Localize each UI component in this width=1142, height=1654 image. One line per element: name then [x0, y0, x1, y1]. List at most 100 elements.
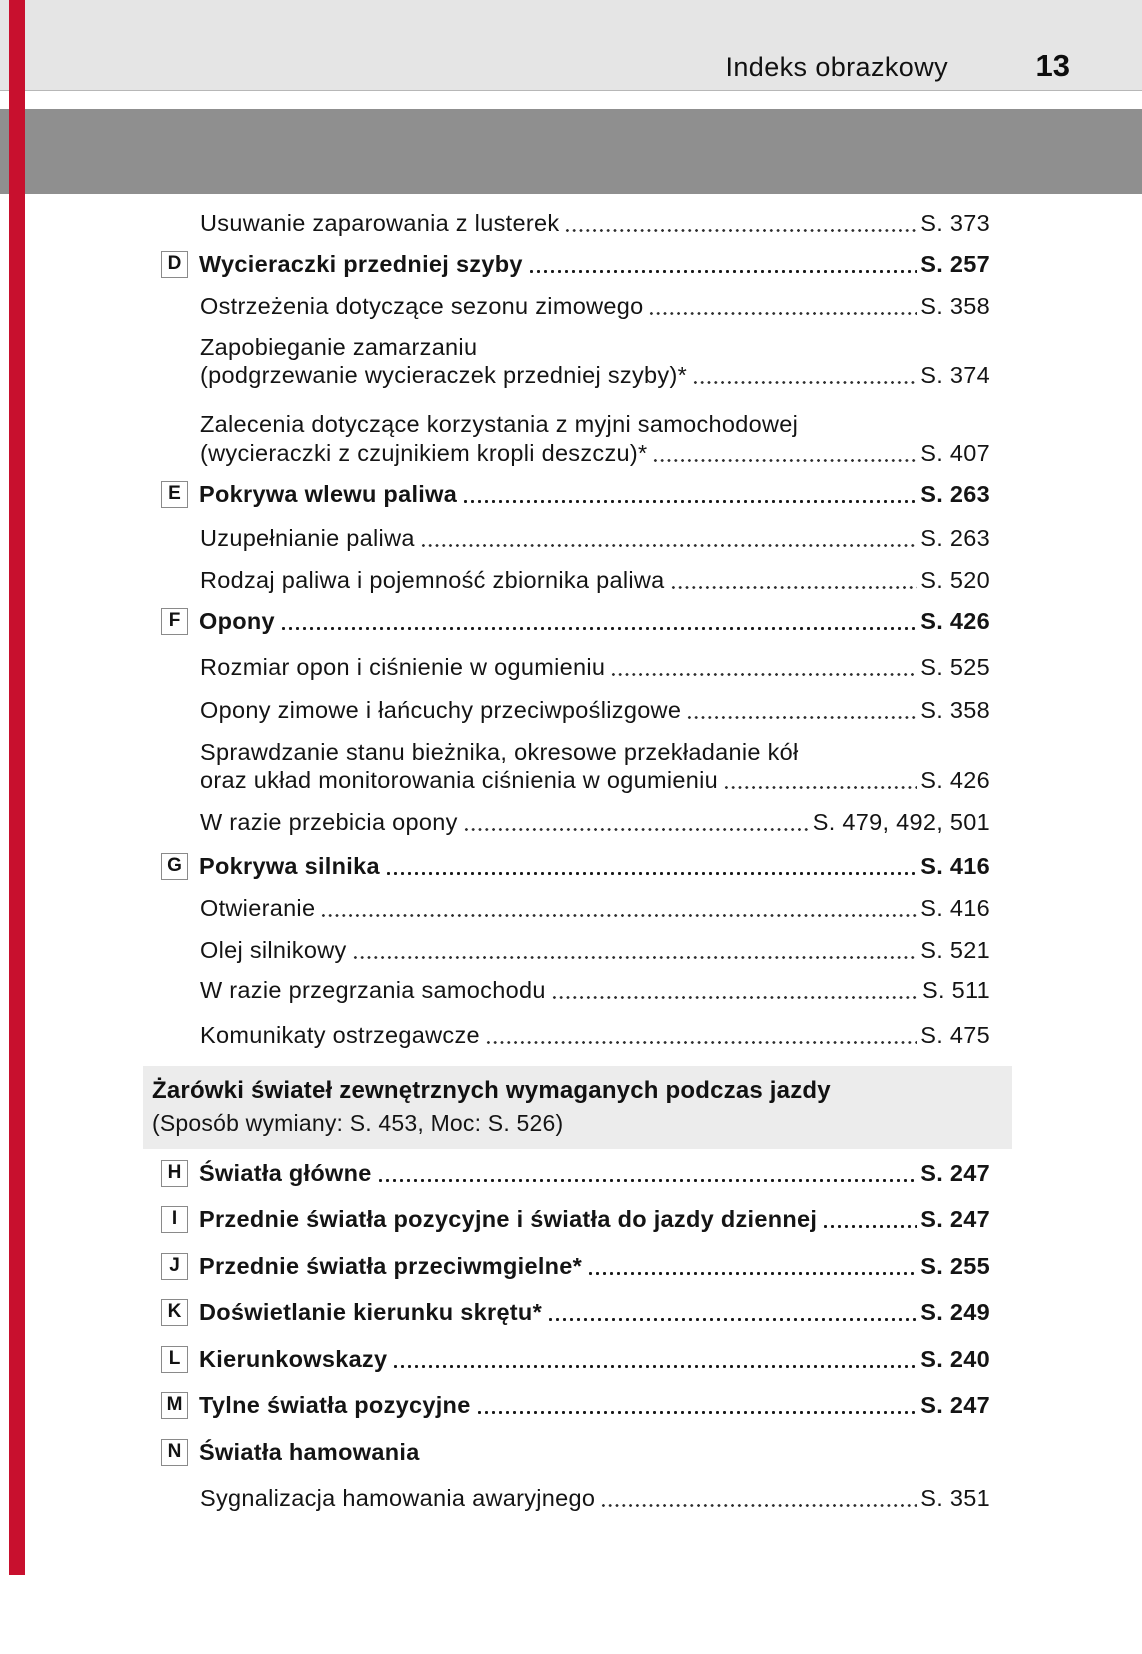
dot-leader	[547, 1318, 918, 1321]
entry-text: Pokrywa wlewu paliwa	[199, 481, 458, 507]
dot-leader	[392, 1365, 918, 1368]
entry-text: Wycieraczki przedniej szyby	[199, 251, 523, 277]
toc-entry-line: Usuwanie zaparowania z lusterek S. 373	[150, 208, 990, 238]
entry-text: Opony	[199, 608, 275, 634]
entry-page-ref: S. 247	[920, 1160, 990, 1186]
entry-text: Otwieranie	[200, 895, 316, 921]
section-letter-badge: D	[161, 250, 188, 278]
toc-entry-line: (podgrzewanie wycieraczek przedniej szyb…	[150, 360, 990, 390]
section-title: Indeks obrazkowy	[725, 52, 948, 82]
section-letter-badge: K	[161, 1298, 188, 1326]
entry-text: Opony zimowe i łańcuchy przeciwpoślizgow…	[200, 697, 682, 723]
entry-text: Przednie światła pozycyjne i światła do …	[199, 1206, 818, 1232]
entry-text: Rozmiar opon i ciśnienie w ogumieniu	[200, 654, 606, 680]
dot-leader	[564, 229, 918, 232]
dot-leader	[692, 381, 918, 384]
dot-leader	[384, 872, 918, 875]
dot-leader	[652, 459, 918, 462]
entry-text: W razie przebicia opony	[200, 809, 458, 835]
entry-text: Sygnalizacja hamowania awaryjnego	[200, 1485, 596, 1511]
dot-leader	[376, 1179, 918, 1182]
entry-page-ref: S. 351	[920, 1485, 990, 1511]
toc-entry-line: Uzupełnianie paliwa S. 263	[150, 523, 990, 553]
entry-page-ref: S. 479, 492, 501	[812, 809, 990, 835]
dot-leader	[610, 673, 918, 676]
toc-entry-line: Otwieranie S. 416	[150, 893, 990, 923]
dot-leader	[462, 828, 810, 831]
section-letter-badge: F	[161, 607, 188, 635]
dot-leader	[550, 996, 919, 999]
entry-text: Doświetlanie kierunku skrętu*	[199, 1299, 543, 1325]
toc-entry-line: (wycieraczki z czujnikiem kropli deszczu…	[150, 438, 990, 468]
entry-text: Usuwanie zaparowania z lusterek	[200, 210, 560, 236]
entry-page-ref: S. 475	[920, 1022, 990, 1048]
toc-entry-line: M Tylne światła pozycyjne S. 247	[150, 1390, 990, 1420]
entry-page-ref: S. 247	[920, 1206, 990, 1232]
entry-text: oraz układ monitorowania ciśnienia w ogu…	[200, 767, 719, 793]
entry-text: W razie przegrzania samochodu	[200, 977, 546, 1003]
toc-entry-line: Rozmiar opon i ciśnienie w ogumieniu S. 5…	[150, 652, 990, 682]
toc-entry-line: G Pokrywa silnika S. 416	[150, 851, 990, 881]
toc-entry-line: W razie przegrzania samochodu S. 511	[150, 975, 990, 1005]
section-edge-marker	[9, 0, 25, 1575]
entry-page-ref: S. 263	[920, 525, 990, 551]
entry-text: Uzupełnianie paliwa	[200, 525, 415, 551]
dot-leader	[587, 1272, 918, 1275]
dot-leader	[648, 312, 918, 315]
entry-page-ref: S. 416	[920, 853, 990, 879]
dot-leader	[600, 1504, 918, 1507]
toc-entry-line: Opony zimowe i łańcuchy przeciwpoślizgow…	[150, 695, 990, 725]
entry-page-ref: S. 257	[920, 251, 990, 277]
entry-page-ref: S. 407	[920, 440, 990, 466]
section-letter-badge: H	[161, 1159, 188, 1187]
page-header-band: Indeks obrazkowy 13	[0, 0, 1142, 91]
entry-text: Rodzaj paliwa i pojemność zbiornika pali…	[200, 567, 665, 593]
entry-text: Komunikaty ostrzegawcze	[200, 1022, 480, 1048]
section-letter-badge: L	[161, 1345, 188, 1373]
section-letter-badge: J	[161, 1252, 188, 1280]
entry-page-ref: S. 416	[920, 895, 990, 921]
entry-text: Sprawdzanie stanu bieżnika, okresowe prz…	[200, 739, 799, 765]
chapter-divider-band	[0, 109, 1142, 194]
dot-leader	[527, 270, 918, 273]
entry-text: Zalecenia dotyczące korzystania z myjni …	[200, 411, 799, 437]
dot-leader	[822, 1225, 918, 1228]
section-letter-badge: G	[161, 852, 188, 880]
dot-leader	[723, 786, 918, 789]
entry-page-ref: S. 511	[922, 977, 990, 1003]
toc-entry-line: N Światła hamowania	[150, 1437, 990, 1467]
entry-page-ref: S. 263	[920, 481, 990, 507]
page-number: 13	[1035, 48, 1070, 83]
bulb-note-subtitle: (Sposób wymiany: S. 453, Moc: S. 526)	[152, 1110, 564, 1136]
entry-text: Pokrywa silnika	[199, 853, 380, 879]
dot-leader	[320, 914, 918, 917]
entry-page-ref: S. 374	[920, 362, 990, 388]
entry-page-ref: S. 521	[920, 937, 990, 963]
bulb-note-title: Żarówki świateł zewnętrznych wymaganych …	[152, 1077, 831, 1104]
section-letter-badge: E	[161, 480, 188, 508]
section-letter-badge: N	[161, 1438, 188, 1466]
entry-text: (podgrzewanie wycieraczek przedniej szyb…	[200, 362, 688, 388]
toc-entry-line: I Przednie światła pozycyjne i światła do…	[150, 1204, 990, 1234]
bulb-note-box: Żarówki świateł zewnętrznych wymaganych …	[143, 1066, 1012, 1149]
entry-page-ref: S. 249	[920, 1299, 990, 1325]
dot-leader	[475, 1411, 918, 1414]
toc-entry-line: K Doświetlanie kierunku skrętu* S. 249	[150, 1297, 990, 1327]
toc-entry-line: F Opony S. 426	[150, 606, 990, 636]
entry-page-ref: S. 520	[920, 567, 990, 593]
dot-leader	[669, 586, 918, 589]
toc-entry-line: J Przednie światła przeciwmgielne* S. 255	[150, 1251, 990, 1281]
toc-entry-line: Zalecenia dotyczące korzystania z myjni …	[150, 409, 990, 439]
entry-page-ref: S. 358	[920, 697, 990, 723]
toc-entry-line: Sprawdzanie stanu bieżnika, okresowe prz…	[150, 737, 990, 767]
toc-entry-line: L Kierunkowskazy S. 240	[150, 1344, 990, 1374]
entry-text: (wycieraczki z czujnikiem kropli deszczu…	[200, 440, 648, 466]
entry-text: Zapobieganie zamarzaniu	[200, 334, 478, 360]
dot-leader	[484, 1041, 918, 1044]
entry-text: Olej silnikowy	[200, 937, 347, 963]
toc-entry-line: oraz układ monitorowania ciśnienia w ogu…	[150, 765, 990, 795]
entry-page-ref: S. 255	[920, 1253, 990, 1279]
entry-page-ref: S. 373	[920, 210, 990, 236]
toc-entry-line: Sygnalizacja hamowania awaryjnego S. 351	[150, 1483, 990, 1513]
